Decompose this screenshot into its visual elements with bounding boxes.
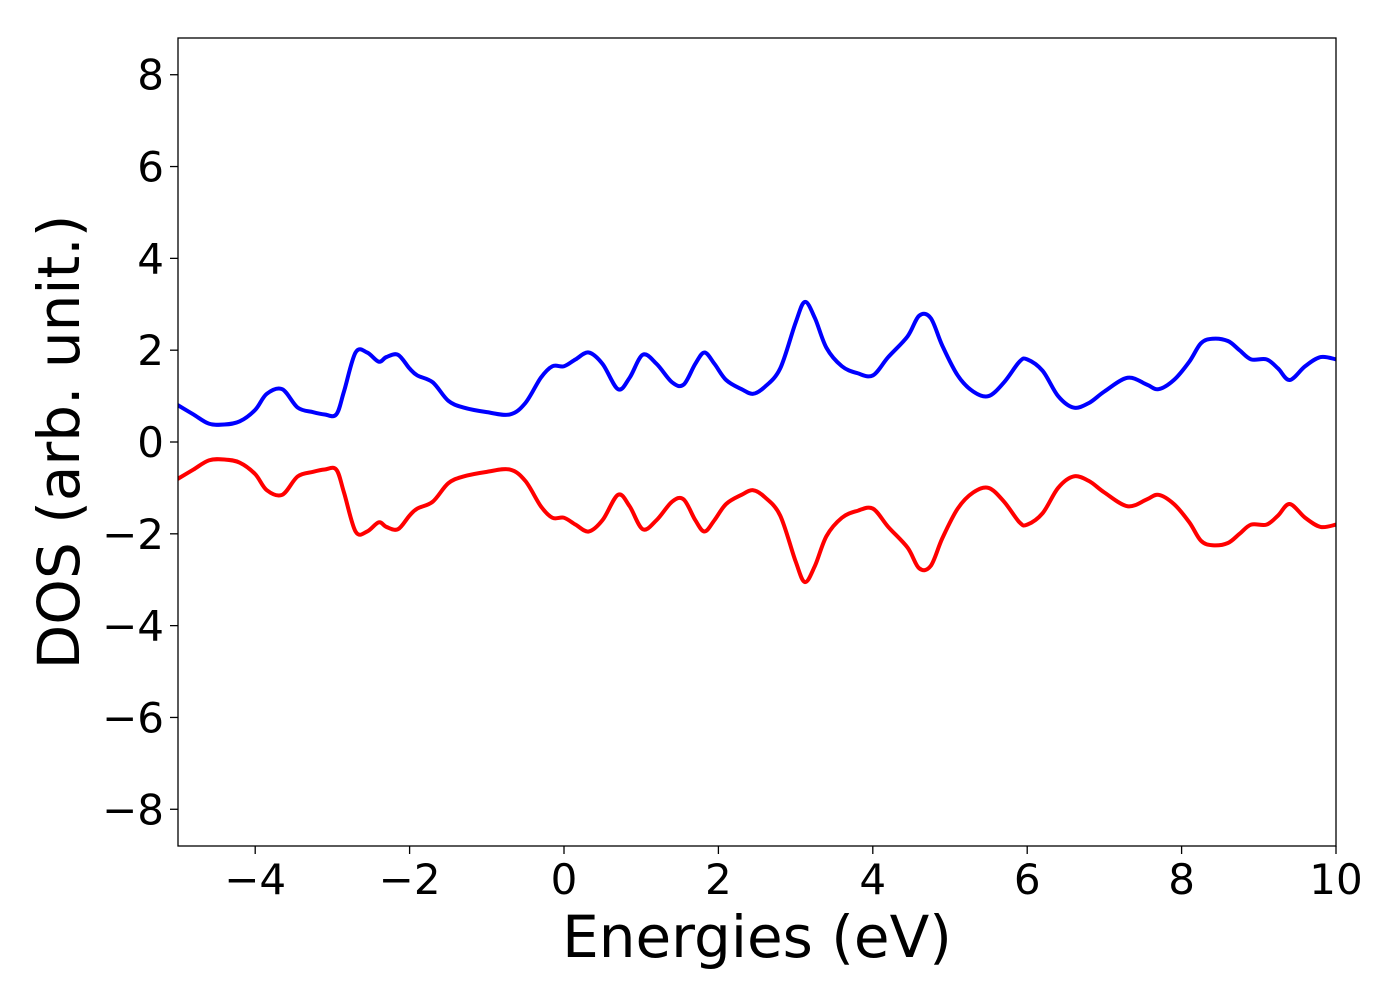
- x-axis-ticks: −4 −2 0 2 4 6 8 10: [224, 846, 1363, 904]
- y-tick-label: −2: [102, 510, 164, 559]
- x-tick-label: −2: [379, 855, 441, 904]
- x-axis-label: Energies (eV): [562, 903, 952, 971]
- x-tick-label: 6: [1014, 855, 1041, 904]
- series-layer: [178, 299, 1336, 585]
- x-tick-label: 4: [859, 855, 886, 904]
- y-axis-ticks: −8 −6 −4 −2 0 2 4 6 8: [102, 51, 178, 834]
- y-tick-label: 4: [137, 234, 164, 283]
- x-tick-label: 0: [551, 855, 578, 904]
- x-tick-label: −4: [224, 855, 286, 904]
- series-line-2: [178, 457, 1336, 585]
- y-axis-label: DOS (arb. unit.): [25, 215, 93, 670]
- y-tick-label: −8: [102, 785, 164, 834]
- x-tick-label: 8: [1168, 855, 1195, 904]
- y-tick-label: 2: [137, 326, 164, 375]
- series-line-1: [178, 299, 1336, 427]
- y-tick-label: −4: [102, 602, 164, 651]
- x-tick-label: 10: [1309, 855, 1362, 904]
- x-tick-label: 2: [705, 855, 732, 904]
- y-tick-label: 8: [137, 51, 164, 100]
- y-tick-label: −6: [102, 693, 164, 742]
- y-tick-label: 6: [137, 143, 164, 192]
- y-tick-label: 0: [137, 418, 164, 467]
